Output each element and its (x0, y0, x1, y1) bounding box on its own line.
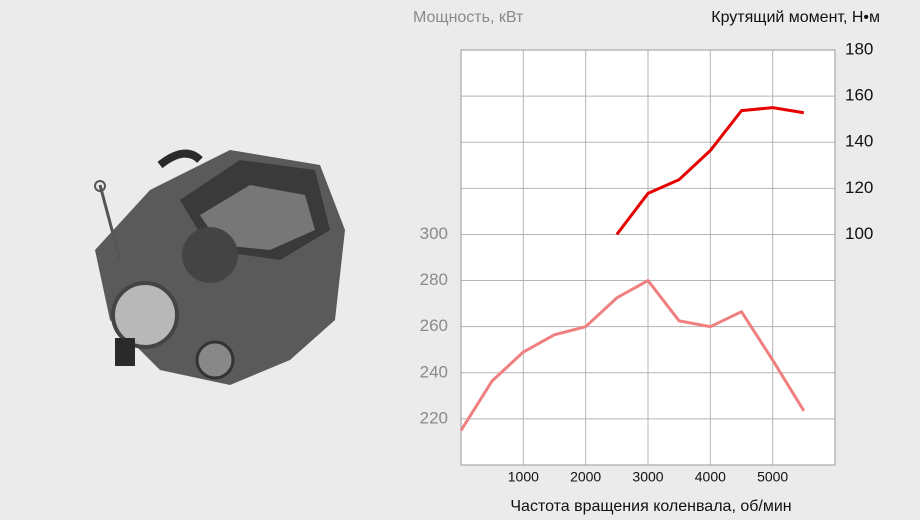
plot-frame (460, 49, 836, 466)
y-tick-label: 240 (420, 362, 448, 381)
x-tick-label: 3000 (632, 469, 663, 485)
y-axis-title: Мощность, кВт (413, 9, 524, 26)
x-tick-label: 1000 (508, 469, 539, 485)
y-tick-label: 260 (420, 316, 448, 335)
y2-tick-label: 140 (845, 132, 873, 151)
y-tick-label: 280 (420, 270, 448, 289)
y2-tick-label: 160 (845, 86, 873, 105)
x-tick-label: 4000 (695, 469, 726, 485)
x-axis-title: Частота вращения коленвала, об/мин (510, 498, 791, 515)
series-line (615, 106, 805, 236)
y2-axis-title: Крутящий момент, Н•м (711, 9, 880, 26)
x-tick-label: 5000 (757, 469, 788, 485)
x-tick-label: 2000 (570, 469, 601, 485)
series-line (459, 279, 806, 432)
y2-tick-label: 180 (845, 39, 873, 58)
y-tick-label: 220 (420, 408, 448, 427)
engine-illustration (94, 149, 345, 385)
y2-tick-label: 100 (845, 224, 873, 243)
y2-tick-label: 120 (845, 178, 873, 197)
y-tick-label: 300 (420, 224, 448, 243)
